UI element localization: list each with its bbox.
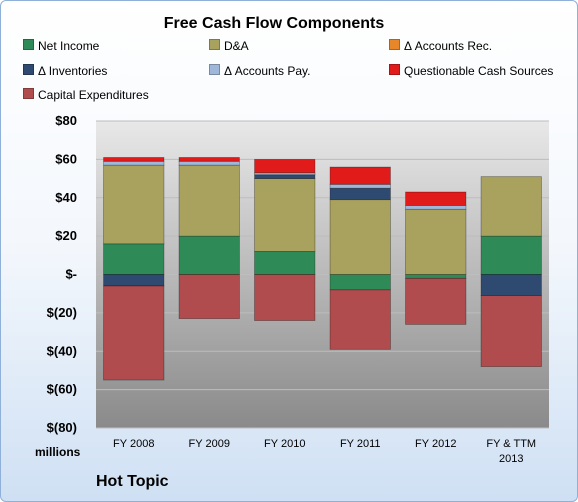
legend-item-da: D&A — [209, 39, 249, 53]
company-name: Hot Topic — [96, 473, 169, 490]
x-tick-label: FY & TTM — [486, 438, 536, 450]
x-tick-label: FY 2009 — [189, 438, 230, 450]
y-tick-label: $(20) — [47, 305, 77, 320]
bar-segment-capital-expenditures — [405, 277, 467, 325]
bar-segment-questionable-cash-sources — [405, 191, 467, 206]
legend-swatch-accounts-rec — [389, 39, 400, 50]
legend-item-accounts-rec: Δ Accounts Rec. — [389, 39, 492, 53]
x-tick-label: 2013 — [499, 453, 523, 465]
legend-item-net-income: Net Income — [23, 39, 99, 53]
bar-segment-capital-expenditures — [178, 274, 240, 320]
bar-segment-accounts-pay — [405, 205, 467, 210]
bar-segment-d-a — [178, 164, 240, 237]
bar-segment-accounts-pay — [103, 160, 165, 166]
legend-label-net-income: Net Income — [38, 39, 100, 53]
y-tick-label: $20 — [55, 228, 77, 243]
bar-segment-net-income — [254, 251, 316, 275]
x-tick-label: FY 2010 — [264, 438, 305, 450]
legend-item-accounts-pay: Δ Accounts Pay. — [209, 64, 311, 78]
bar-segment-d-a — [405, 208, 467, 275]
bar-segment-net-income — [405, 274, 467, 279]
bar-segment-questionable-cash-sources — [254, 158, 316, 174]
units-label: millions — [35, 445, 81, 459]
chart-title: Free Cash Flow Components — [163, 15, 385, 32]
legend-swatch-capex — [23, 88, 34, 99]
bar-segment-net-income — [103, 243, 165, 275]
legend-label-accounts-pay: Δ Accounts Pay. — [224, 64, 311, 78]
bar-segment-capital-expenditures — [103, 285, 165, 381]
y-tick-label: $40 — [55, 190, 77, 205]
bar-segment-net-income — [178, 235, 240, 275]
x-tick-label: FY 2011 — [340, 438, 381, 450]
legend-item-inventories: Δ Inventories — [23, 64, 107, 78]
bar-segment-net-income — [480, 235, 542, 275]
y-tick-label: $(60) — [47, 382, 77, 397]
legend-label-inventories: Δ Inventories — [38, 64, 108, 78]
legend-swatch-net-income — [23, 39, 34, 50]
y-tick-label: $(40) — [47, 343, 77, 358]
bar-segment-d-a — [254, 178, 316, 252]
legend-label-capex: Capital Expenditures — [38, 88, 149, 102]
bar-segment-d-a — [103, 164, 165, 245]
bar-segment-questionable-cash-sources — [329, 166, 391, 185]
bar-segment-questionable-cash-sources — [178, 157, 240, 162]
bar-segment-inventories — [329, 187, 391, 201]
legend-label-da: D&A — [224, 39, 249, 53]
legend-item-capex: Capital Expenditures — [23, 88, 149, 102]
bar-segment-questionable-cash-sources — [103, 157, 165, 162]
y-tick-label: $60 — [55, 151, 77, 166]
bar-segment-inventories — [103, 274, 165, 287]
legend-label-accounts-rec: Δ Accounts Rec. — [404, 39, 493, 53]
bar-segment-inventories — [480, 274, 542, 297]
bar-segment-accounts-pay — [178, 160, 240, 166]
y-tick-label: $(80) — [47, 420, 77, 435]
legend-swatch-accounts-pay — [209, 64, 220, 75]
bar-segment-inventories — [254, 174, 316, 179]
legend-swatch-inventories — [23, 64, 34, 75]
bar-segment-d-a — [329, 199, 391, 275]
bar-segment-d-a — [480, 176, 542, 237]
y-tick-label: $80 — [55, 113, 77, 128]
y-tick-label: $- — [65, 267, 77, 282]
bar-segment-accounts-pay — [329, 183, 391, 189]
bar-segment-capital-expenditures — [480, 295, 542, 368]
x-tick-label: FY 2012 — [415, 438, 456, 450]
x-tick-label: FY 2008 — [113, 438, 154, 450]
bar-segment-net-income — [329, 274, 391, 291]
bar-segment-capital-expenditures — [254, 274, 316, 321]
legend-swatch-questionable — [389, 64, 400, 75]
legend-label-questionable: Questionable Cash Sources — [404, 64, 554, 78]
legend-swatch-da — [209, 39, 220, 50]
bar-segment-capital-expenditures — [329, 289, 391, 350]
legend-item-questionable: Questionable Cash Sources — [389, 64, 553, 78]
